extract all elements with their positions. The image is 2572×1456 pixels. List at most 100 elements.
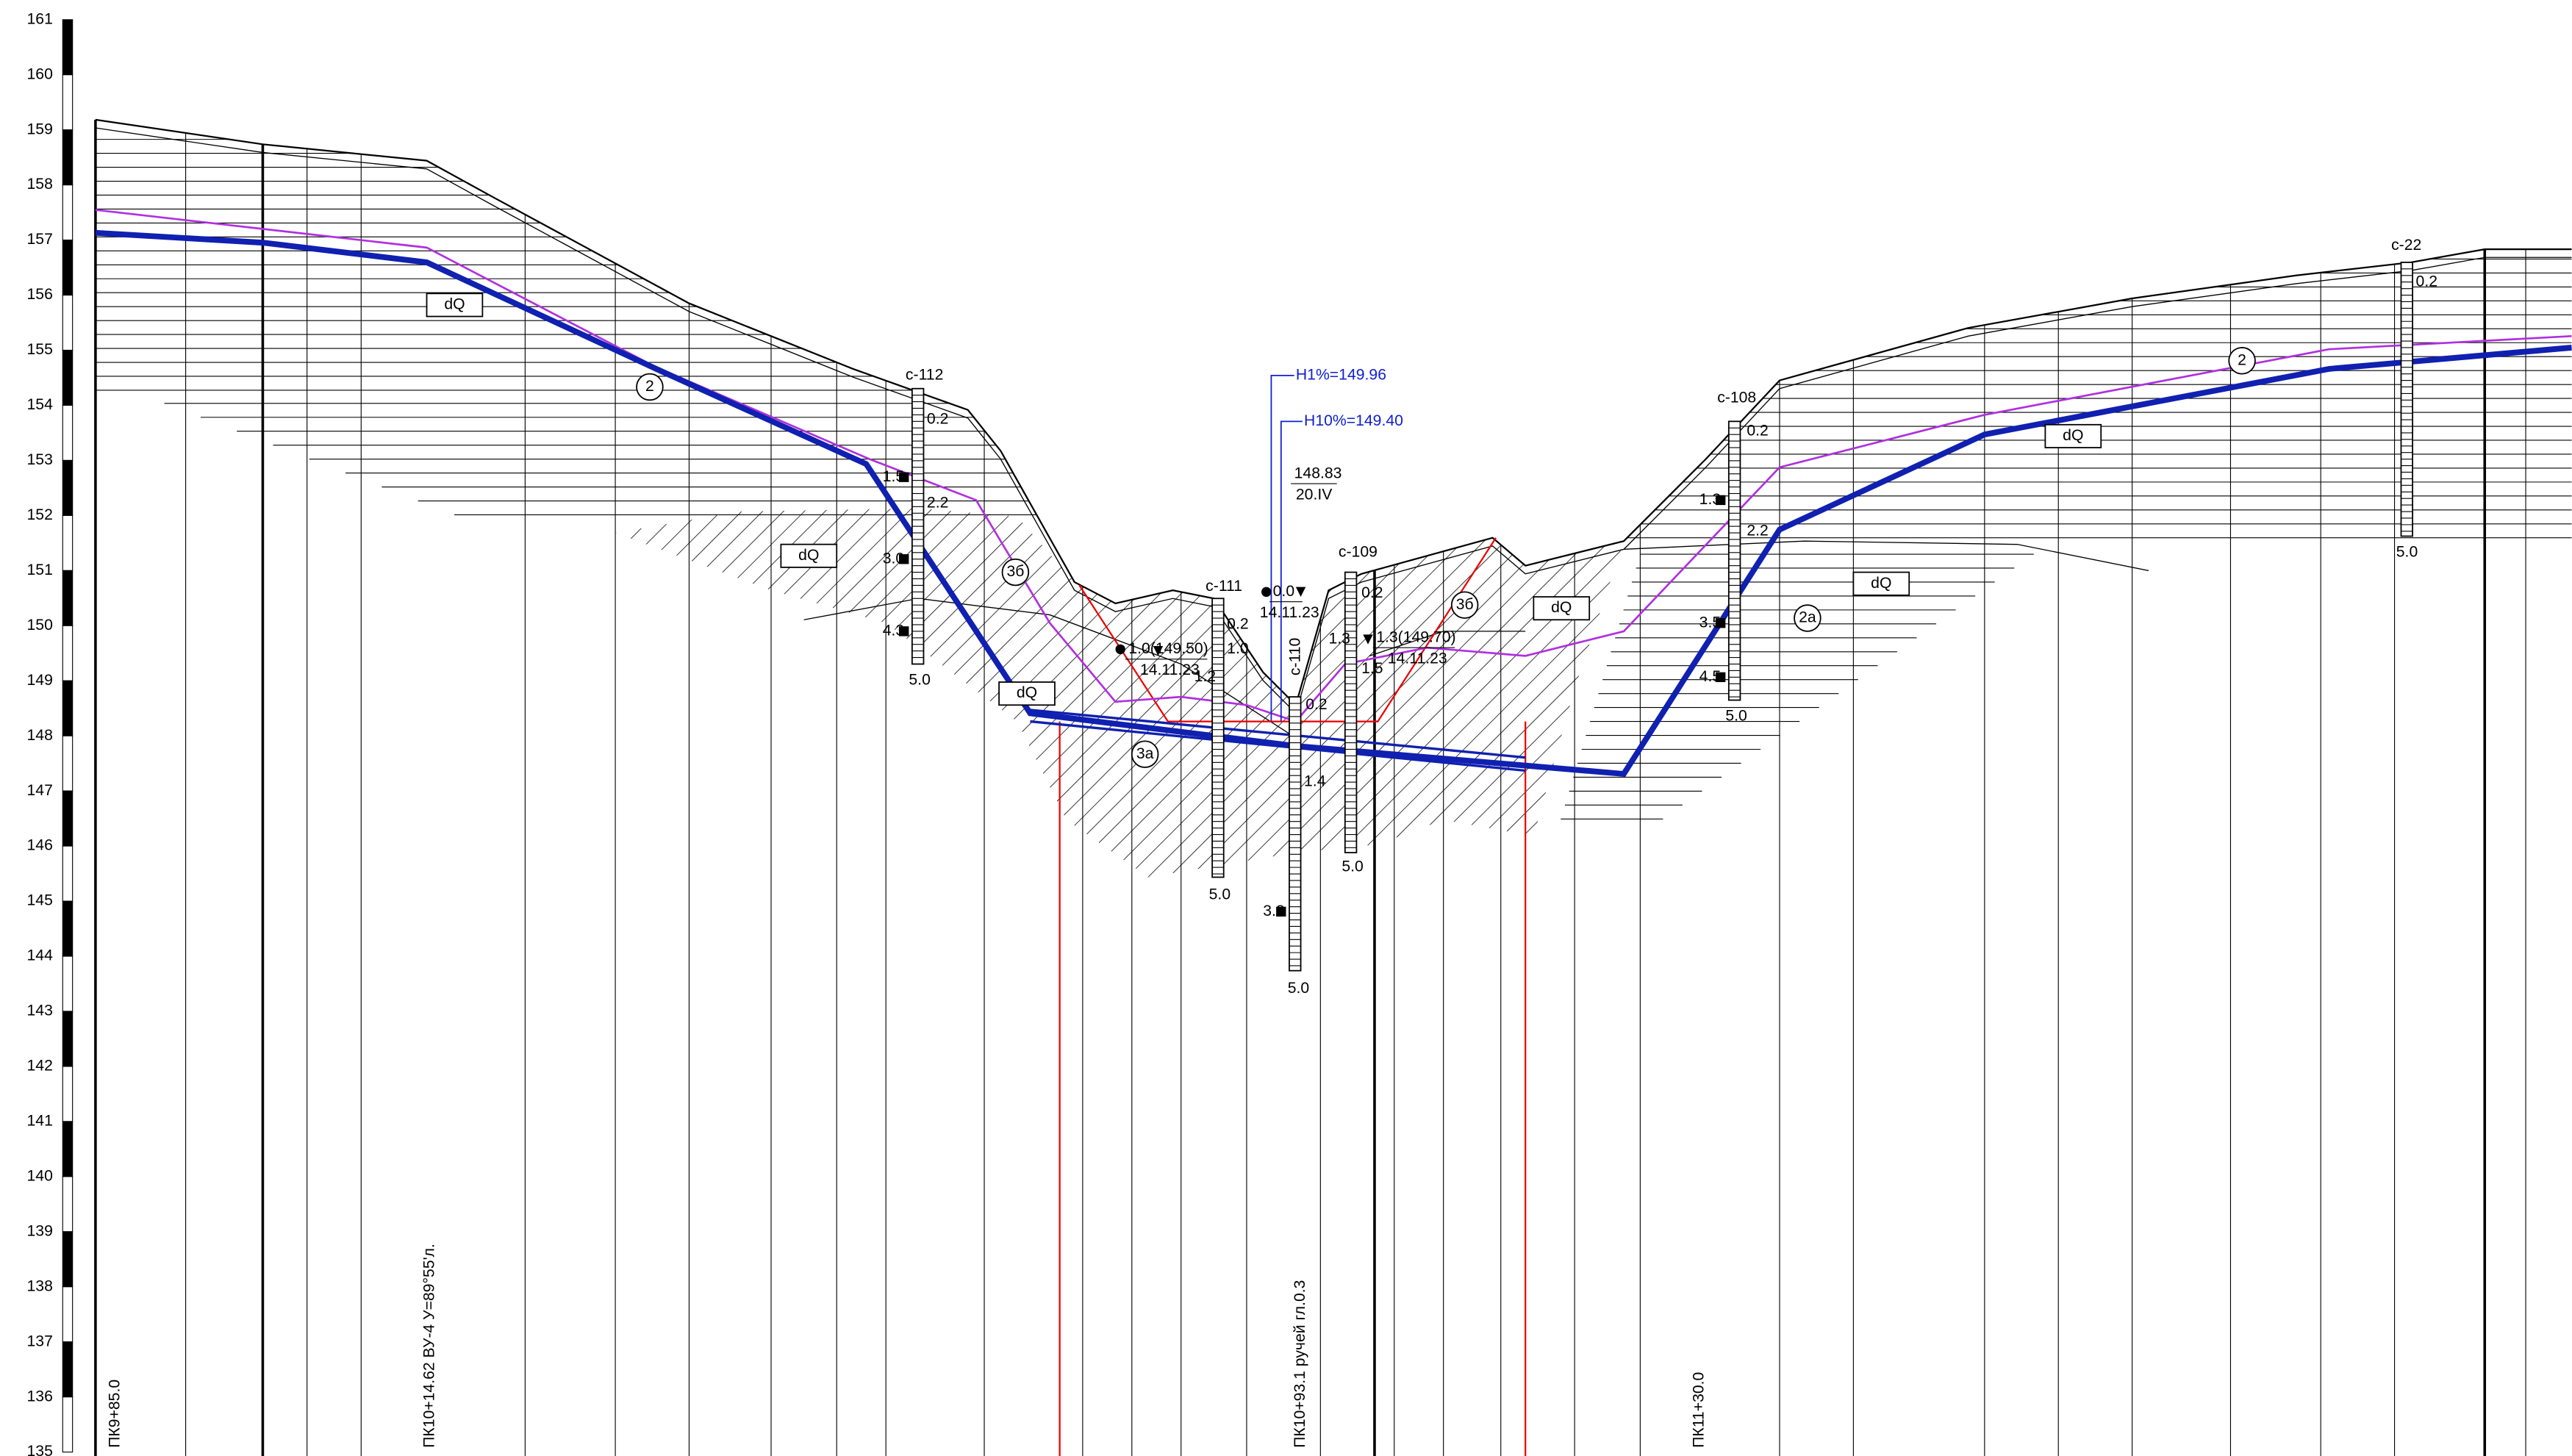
- borehole-depth: 1.5: [1361, 660, 1383, 677]
- sample-mark: [899, 554, 909, 564]
- h1-label: H1%=149.96: [1296, 366, 1386, 383]
- scale-label: 156: [27, 286, 53, 303]
- borehole-depth: 1.0: [1227, 640, 1248, 657]
- sample-mark: [1715, 672, 1726, 683]
- scale-label: 148: [27, 727, 53, 744]
- soil-label: 3а: [1136, 745, 1154, 762]
- soil-box: [1533, 596, 1591, 621]
- scale-segment: [62, 349, 74, 406]
- borehole-column: [1211, 598, 1225, 878]
- scale-segment: [62, 294, 74, 351]
- scale-segment: [62, 459, 74, 516]
- scale-label: 158: [27, 176, 53, 193]
- sample-mark: [899, 472, 909, 482]
- scale-segment: [62, 514, 74, 571]
- scale-label: 152: [27, 506, 53, 523]
- borehole-depth: 1.3: [1329, 631, 1350, 648]
- borehole-depth: 4.3: [883, 622, 904, 639]
- soil-label: dQ: [1017, 684, 1037, 701]
- scale-label: 159: [27, 121, 53, 137]
- scale-label: 146: [27, 837, 53, 854]
- scale-segment: [62, 1121, 74, 1177]
- scale-label: 149: [27, 672, 53, 689]
- clay-hatch: [615, 508, 1624, 878]
- scale-segment: [62, 790, 74, 847]
- borehole-column: [1344, 571, 1358, 853]
- soil-box: [998, 681, 1056, 706]
- scale-label: 142: [27, 1058, 53, 1075]
- borehole-depth: 3.5: [1699, 614, 1721, 631]
- borehole-depth: 5.0: [909, 671, 930, 688]
- scale-label: 136: [27, 1388, 53, 1405]
- station-label: ПК10+14.62 ВУ-4 У=89°55'л.: [421, 1244, 438, 1448]
- station-label: ПК10+93.1 ручей гл.0.3: [1292, 1280, 1308, 1448]
- soil-label: 3б: [1456, 596, 1474, 613]
- borehole-name: с-110: [1286, 638, 1303, 675]
- scale-segment: [62, 900, 74, 957]
- soil-label: 2а: [1799, 609, 1816, 626]
- borehole-depth: 0.2: [2416, 273, 2437, 290]
- soil-circle: [1001, 558, 1030, 587]
- borehole-depth: 1.3: [1699, 491, 1721, 508]
- scale-segment: [62, 1231, 74, 1288]
- borehole-name: с-112: [906, 366, 943, 383]
- borehole-name: с-111: [1206, 578, 1242, 595]
- borehole-depth: 1.5: [883, 468, 904, 485]
- borehole-depth: 1.2: [1194, 668, 1216, 685]
- sample-mark: [1715, 495, 1726, 506]
- blue-line: [95, 229, 2572, 778]
- contour: [1624, 540, 2149, 571]
- scale-label: 154: [27, 396, 54, 413]
- borehole-depth: 5.0: [1725, 707, 1747, 724]
- sample-mark: [1276, 906, 1286, 917]
- scale-label: 141: [27, 1112, 53, 1129]
- water-date: 14.11.23: [1140, 661, 1200, 678]
- drawing: 161 160 159 158 157 156 155 154 153 152 151 150 149 1…: [27, 10, 2572, 1456]
- scale-label: 147: [27, 782, 53, 799]
- soil-label: dQ: [798, 547, 819, 564]
- borehole-name: с-109: [1339, 543, 1378, 560]
- borehole-depth: 0.2: [927, 411, 948, 428]
- scale-segment: [62, 1396, 74, 1453]
- water-triangle: [1153, 645, 1164, 656]
- scale-segment: [62, 1176, 74, 1233]
- water-date: 20.IV: [1296, 486, 1333, 503]
- water-triangle: [1363, 634, 1373, 645]
- water-date: 14.11.23: [1388, 650, 1447, 667]
- borehole-depth: 0.2: [1361, 584, 1383, 601]
- borehole-name: с-108: [1717, 390, 1756, 406]
- borehole-depth: 5.0: [1209, 886, 1231, 903]
- scale-segment: [62, 845, 74, 902]
- scale-label: 144: [27, 947, 54, 964]
- soil-circle: [1131, 740, 1159, 768]
- scale-label: 138: [27, 1277, 53, 1294]
- station-label: ПК9+85.0: [106, 1380, 123, 1448]
- borehole-depth: 0.2: [1305, 696, 1327, 713]
- scale-segment: [62, 19, 74, 76]
- borehole-name: с-22: [2391, 237, 2421, 254]
- scale-label: 137: [27, 1333, 53, 1349]
- soil-circle: [1450, 591, 1479, 619]
- h10-label: H10%=149.40: [1304, 412, 1403, 429]
- soil-label: 3б: [1006, 563, 1024, 580]
- soil-label: 2: [645, 378, 654, 395]
- soil-circle: [636, 373, 664, 401]
- h1-leader: [1270, 374, 1294, 722]
- borehole-depth: 0.2: [1227, 616, 1248, 633]
- scale-segment: [62, 129, 74, 186]
- station-label: ПК11+30.0: [1690, 1372, 1707, 1448]
- blue-line-double: [1030, 720, 1526, 772]
- blue-line-double: [1030, 709, 1526, 759]
- borehole-column: [1289, 696, 1302, 972]
- borehole-depth: 4.5: [1699, 668, 1721, 685]
- scale-label: 150: [27, 617, 53, 634]
- soil-label: dQ: [1871, 575, 1891, 592]
- scale-label: 160: [27, 65, 53, 82]
- borehole-depth: 3.0: [883, 550, 904, 567]
- soil-label: dQ: [444, 296, 465, 313]
- water-level: 148.83: [1294, 465, 1342, 481]
- borehole-depth: 1.4: [1304, 773, 1326, 790]
- water-level: 1.0(149.50): [1128, 640, 1208, 657]
- borehole-depth: 2.2: [1747, 522, 1768, 539]
- scale-segment: [62, 1066, 74, 1122]
